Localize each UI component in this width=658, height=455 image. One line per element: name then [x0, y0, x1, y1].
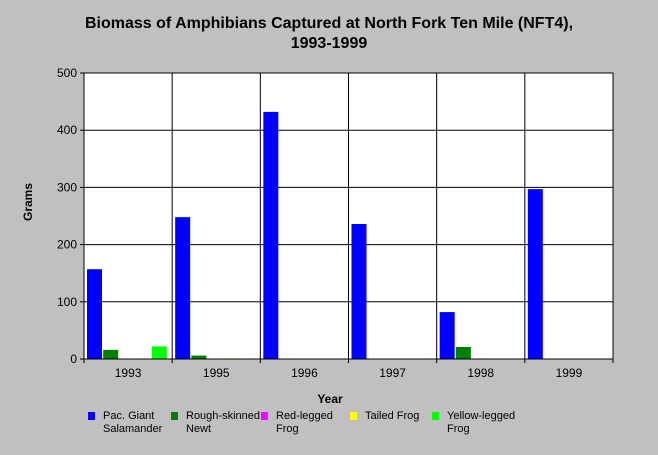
y-tick-label: 100 [57, 295, 77, 309]
legend-item-yellow-legged-frog: Yellow-legged Frog [432, 410, 537, 436]
bar-rough-skinned-newt [103, 349, 119, 359]
legend-swatch-pac-giant-salamander [88, 412, 95, 420]
chart-title-line-2: 1993-1999 [290, 35, 368, 52]
plot-border [83, 72, 614, 360]
x-tick-label: 1999 [556, 366, 583, 380]
legend-label: Pac. Giant Salamander [103, 410, 163, 435]
bar-pac-giant-salamander [175, 217, 191, 359]
legend-swatch-red-legged-frog [261, 412, 268, 420]
legend-label: Rough-skinned Newt [186, 410, 260, 435]
legend-swatch-rough-skinned-newt [171, 412, 178, 420]
y-tick-label: 300 [57, 180, 77, 194]
legend-label: Yellow-legged Frog [447, 410, 516, 435]
y-tick-label: 400 [57, 123, 77, 137]
bar-rough-skinned-newt [455, 346, 471, 359]
bar-pac-giant-salamander [87, 269, 102, 359]
legend-item-tailed-frog: Tailed Frog [350, 410, 435, 423]
x-tick-label: 1998 [467, 366, 494, 380]
y-tick-label: 500 [57, 66, 77, 80]
legend-swatch-yellow-legged-frog [432, 412, 439, 420]
chart-title: Biomass of Amphibians Captured at North … [0, 14, 658, 54]
y-tick-label: 0 [70, 352, 77, 366]
legend-label: Tailed Frog [365, 410, 420, 422]
bar-pac-giant-salamander [263, 111, 279, 360]
legend-swatch-tailed-frog [350, 412, 357, 420]
y-tick-label: 200 [57, 238, 77, 252]
x-tick-label: 1996 [291, 366, 318, 380]
x-axis-label: Year [317, 392, 343, 406]
x-tick-label: 1995 [203, 366, 230, 380]
legend-label: Red-legged Frog [276, 410, 333, 435]
x-tick-label: 1993 [115, 366, 142, 380]
bar-pac-giant-salamander [439, 312, 455, 359]
bar-yellow-legged-frog [151, 346, 167, 359]
x-tick-label: 1997 [379, 366, 406, 380]
legend-item-rough-skinned-newt: Rough-skinned Newt [171, 410, 276, 436]
chart-title-line-1: Biomass of Amphibians Captured at North … [84, 15, 574, 32]
bar-pac-giant-salamander [351, 224, 367, 359]
bar-rough-skinned-newt [191, 355, 207, 359]
bar-pac-giant-salamander [527, 189, 543, 359]
legend-item-red-legged-frog: Red-legged Frog [261, 410, 336, 436]
legend-item-pac-giant-salamander: Pac. Giant Salamander [88, 410, 193, 436]
